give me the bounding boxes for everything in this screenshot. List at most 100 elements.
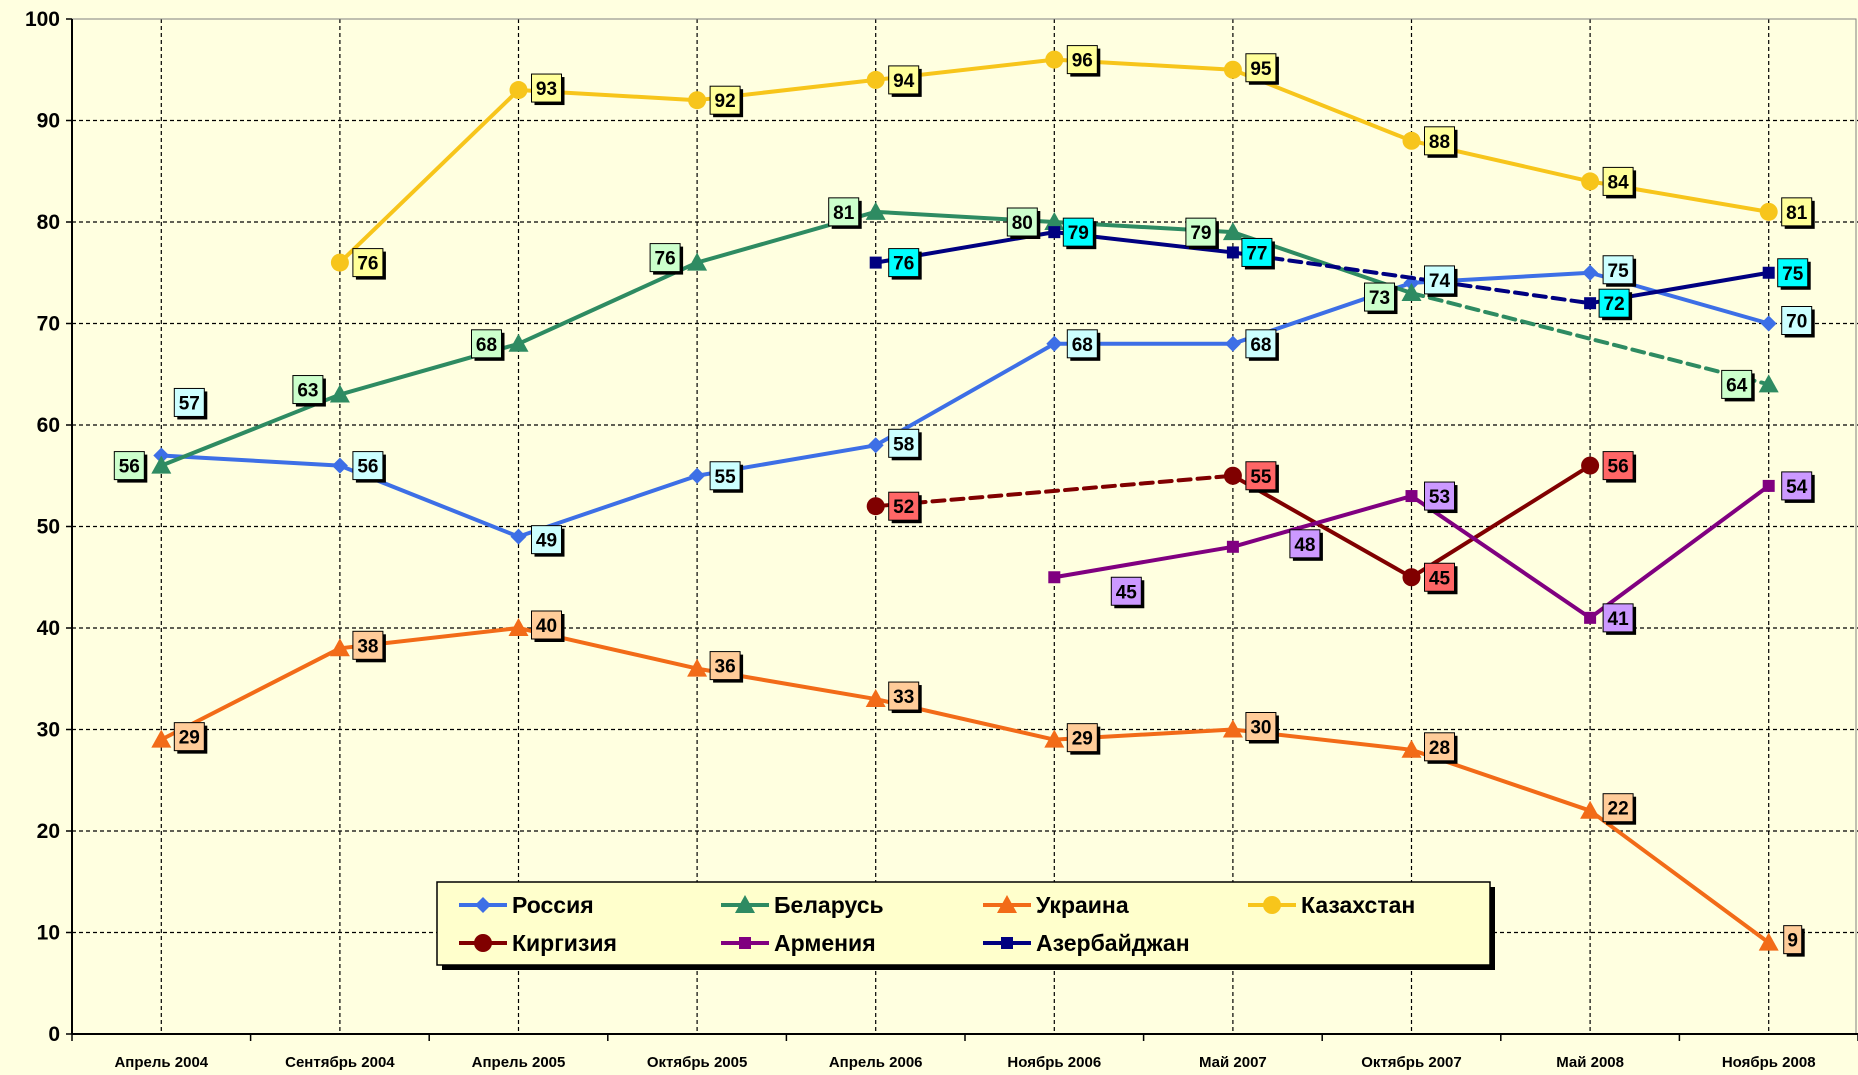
data-point	[1402, 568, 1421, 587]
data-label-box	[1424, 732, 1455, 762]
data-label: 70	[1786, 312, 1807, 333]
data-label: 64	[1726, 375, 1748, 396]
data-point	[329, 384, 350, 403]
data-label-box	[173, 387, 205, 417]
legend-item-Казахстан: Казахстан	[1248, 892, 1415, 918]
data-point	[1762, 266, 1775, 279]
data-point	[687, 658, 708, 677]
data-label: 48	[1294, 535, 1315, 556]
data-label-box	[888, 65, 920, 95]
data-point	[687, 252, 708, 271]
data-label: 68	[1072, 335, 1093, 356]
data-label-box	[649, 243, 681, 273]
data-label: 56	[357, 457, 378, 478]
data-point	[1582, 264, 1599, 281]
data-point	[331, 457, 348, 474]
data-label: 57	[179, 393, 200, 414]
series-Беларусь	[151, 201, 1779, 474]
series-line-segment	[873, 473, 1235, 509]
data-label: 93	[536, 79, 557, 100]
series-Киргизия	[866, 456, 1600, 587]
x-tick-label: Ноябрь 2006	[1007, 1054, 1101, 1071]
data-label: 40	[536, 616, 557, 637]
y-tick-label: 10	[37, 922, 60, 945]
data-point	[1048, 226, 1061, 239]
data-label: 53	[1429, 487, 1450, 508]
data-label: 79	[1068, 223, 1089, 244]
data-label: 76	[357, 254, 378, 275]
labels-Россия: 57 56 49 55 58 68 68 74 75 70	[173, 255, 1815, 557]
x-tick-label: Апрель 2006	[829, 1054, 923, 1071]
data-label-box	[888, 681, 920, 711]
data-labels: 57 56 49 55 58 68 68 74 75 70 56 63 68 76 81 80 79 73 64 29…	[113, 45, 1815, 957]
legend-marker	[997, 895, 1017, 913]
data-label-box	[1185, 217, 1217, 247]
y-tick-label: 70	[37, 313, 60, 336]
series-line-segment	[1588, 483, 1771, 620]
data-label: 95	[1250, 59, 1272, 80]
data-label: 56	[1608, 457, 1629, 478]
data-label: 56	[119, 457, 140, 478]
series-line-segment	[337, 88, 521, 265]
data-label-box	[531, 610, 562, 640]
data-label: 30	[1250, 718, 1271, 739]
data-label-box	[888, 491, 920, 521]
data-point	[1046, 335, 1063, 352]
series-line-segment	[1230, 494, 1414, 549]
legend-item-Россия: Россия	[459, 892, 594, 918]
data-label-box	[1781, 306, 1813, 335]
data-point	[1759, 202, 1778, 221]
legend-marker	[1263, 896, 1281, 914]
data-label-box	[828, 197, 860, 227]
data-label-box	[1424, 481, 1455, 511]
y-tick-label: 80	[37, 211, 60, 234]
data-label-box	[352, 248, 384, 278]
data-label: 41	[1608, 609, 1630, 630]
axes	[66, 18, 1858, 1041]
data-label-box	[1424, 562, 1455, 592]
data-point	[1226, 540, 1239, 553]
data-label-box	[1289, 529, 1321, 559]
labels-Азербайджан: 76 79 77 72 75	[888, 217, 1811, 321]
legend-label: Беларусь	[774, 892, 884, 918]
y-tick-label: 20	[37, 820, 60, 843]
data-point	[869, 256, 882, 269]
data-label: 92	[715, 91, 736, 112]
data-label: 45	[1429, 568, 1451, 589]
legend-item-Киргизия: Киргизия	[459, 930, 617, 956]
data-point	[1222, 719, 1243, 738]
series-line-segment	[1409, 291, 1771, 387]
data-label: 75	[1608, 261, 1630, 282]
data-label: 55	[715, 467, 737, 488]
legend-item-Азербайджан: Азербайджан	[983, 930, 1190, 956]
data-point	[1760, 315, 1777, 332]
y-tick-label: 90	[37, 110, 60, 133]
data-point	[1762, 479, 1775, 492]
data-label-box	[1066, 723, 1098, 753]
data-label: 45	[1116, 582, 1138, 603]
data-label: 68	[1250, 335, 1271, 356]
series-line-segment	[1409, 463, 1593, 580]
data-point	[1401, 283, 1422, 302]
data-point	[865, 689, 886, 708]
data-point	[510, 528, 527, 545]
data-label: 68	[476, 335, 497, 356]
data-label: 52	[893, 497, 914, 518]
legend-box	[436, 881, 1491, 966]
data-point	[1758, 374, 1779, 393]
legend-marker	[475, 897, 491, 913]
data-point	[688, 91, 707, 110]
series-Армения	[1048, 479, 1775, 624]
data-point	[1402, 131, 1421, 150]
data-label-box	[1602, 793, 1634, 823]
data-label-box	[1245, 461, 1277, 491]
data-point	[1581, 172, 1600, 191]
data-label: 88	[1429, 132, 1450, 153]
data-label-box	[1781, 197, 1813, 227]
x-tick-label: Ноябрь 2008	[1722, 1054, 1816, 1071]
series-line-segment	[1052, 544, 1235, 580]
data-label: 81	[833, 203, 855, 224]
series-lines	[151, 50, 1779, 951]
data-label-box	[113, 451, 145, 481]
